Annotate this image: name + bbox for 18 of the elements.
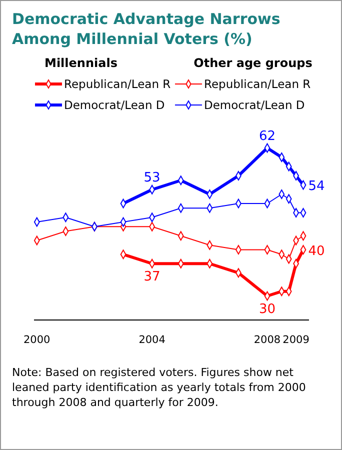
data-label: 40: [308, 244, 325, 259]
x-tick-label: 2004: [138, 334, 166, 346]
legend-label: Democrat/Lean D: [204, 98, 305, 112]
data-label: 54: [308, 179, 325, 194]
data-label: 53: [144, 170, 160, 186]
chart-title: Democratic Advantage Narrows Among Millennial Voters (%): [12, 10, 280, 48]
legend-label: Republican/Lean R: [204, 77, 311, 91]
text: Note: Based on registered voters. Figures show net leaned party identification as yearly totals from 2000 through 2008 and quarterly for 2009.: [12, 366, 306, 409]
x-tick-label: 2008: [254, 334, 281, 346]
legend-label: Republican/Lean R: [64, 77, 171, 91]
x-tick-label: 2009: [282, 334, 310, 346]
text: Other age groups: [194, 56, 312, 70]
data-label: 30: [258, 302, 276, 317]
legend-label: Democrat/Lean D: [64, 98, 165, 112]
x-tick-label: 2000: [24, 334, 50, 346]
data-label: 62: [258, 129, 276, 144]
data-label: 37: [144, 270, 160, 285]
text: Millennials: [44, 56, 118, 70]
